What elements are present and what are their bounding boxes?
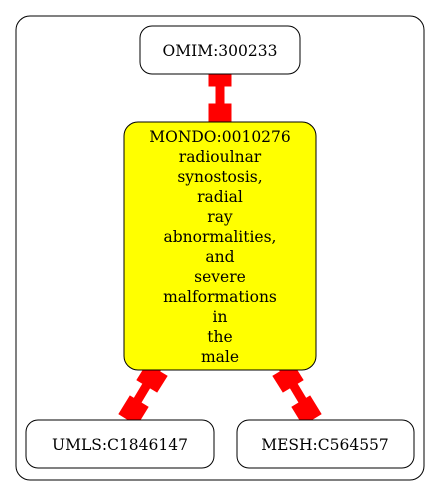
node-umls-label: UMLS:C1846147 (52, 436, 188, 454)
node-mondo-label-line: MONDO:0010276 (149, 128, 291, 146)
node-mesh[interactable]: MESH:C564557 (236, 419, 415, 469)
node-mondo-label-line: abnormalities, (164, 228, 277, 246)
edge-mondo-umls (118, 363, 168, 426)
node-mondo-label-line: the (207, 328, 232, 346)
node-omim-label: OMIM:300233 (163, 42, 278, 60)
node-omim[interactable]: OMIM:300233 (139, 25, 301, 75)
edge-mondo-mesh (272, 363, 322, 426)
node-mondo[interactable]: MONDO:0010276 radioulnar synostosis, rad… (123, 121, 317, 371)
node-mondo-label-line: radial (197, 188, 243, 206)
node-umls[interactable]: UMLS:C1846147 (25, 419, 215, 469)
node-mesh-label: MESH:C564557 (261, 436, 389, 454)
node-mondo-label-line: in (213, 308, 228, 326)
node-mondo-label-line: male (201, 348, 239, 366)
node-mondo-label-line: ray (207, 208, 233, 226)
node-mondo-label-line: malformations (163, 288, 277, 306)
node-mondo-label-line: severe (194, 268, 246, 286)
node-mondo-label-line: synostosis, (177, 168, 262, 186)
node-mondo-label-line: and (205, 248, 234, 266)
node-mondo-label-line: radioulnar (179, 148, 262, 166)
